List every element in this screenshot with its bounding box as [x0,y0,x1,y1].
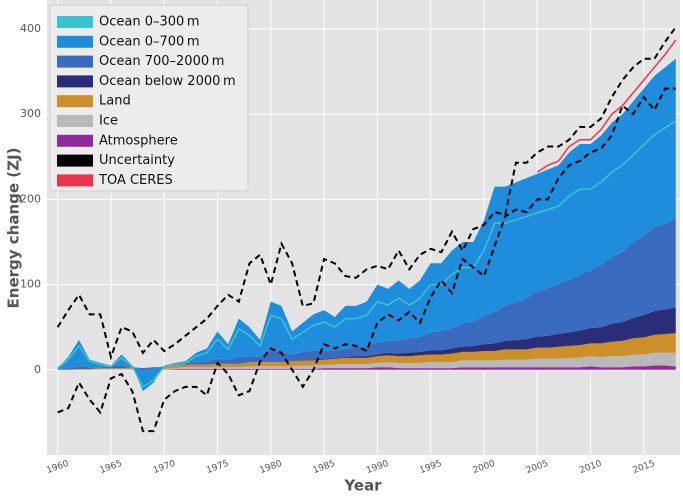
y-tick-label: 200 [20,192,41,205]
legend-swatch [57,154,93,167]
legend-swatch [57,95,93,108]
legend-swatch [57,35,93,48]
legend-label: TOA CERES [98,173,173,188]
stacked-area [57,307,676,370]
legend-swatch [57,134,93,147]
x-tick-label: 1980 [258,459,283,476]
stacked-area [57,333,676,370]
x-tick-label: 1985 [312,459,337,476]
x-tick-label: 1960 [45,459,70,476]
x-tick-label: 1995 [418,459,443,476]
legend-label: Uncertainty [99,153,175,168]
legend-label: Ocean 0–700 m [99,34,200,49]
y-tick-label: 0 [34,363,41,376]
legend-swatch [57,16,93,28]
legend-label: Ocean 700–2000 m [99,54,224,69]
stacked-area [57,58,676,392]
legend: Ocean 0–300 m Ocean 0–700 m Ocean 700–2000… [49,4,249,192]
plot-area [56,26,677,433]
x-tick-label: 2000 [472,459,497,476]
legend-label: Land [99,94,131,109]
x-tick-label: 2010 [578,459,603,476]
x-tick-label: 2015 [631,459,656,476]
stacked-area [57,352,676,371]
legend-swatch [57,174,93,187]
y-tick-label: 400 [20,22,41,35]
stacked-area [57,218,676,371]
legend-box [49,4,249,192]
legend-swatch [57,55,93,68]
legend-swatch [57,115,93,127]
legend-label: Ocean 0–300 m [99,15,200,30]
legend-label: Ocean below 2000 m [99,74,236,89]
x-tick-label: 2005 [525,459,550,476]
x-tick-label: 1965 [99,459,124,476]
stacked-area [57,365,676,371]
legend-label: Ice [99,114,118,129]
y-axis-title: Energy change (ZJ) [5,148,23,309]
legend-label: Atmosphere [99,133,178,148]
x-tick-label: 1970 [152,459,177,476]
line [536,39,677,173]
x-tick-label: 1975 [205,459,230,476]
legend-swatch [57,75,93,88]
y-tick-label: 100 [20,278,41,291]
line [57,120,677,388]
uncertainty-upper [56,26,677,361]
x-axis-title: Year [343,477,382,495]
y-tick-label: 300 [20,107,41,120]
x-tick-label: 1990 [365,459,390,476]
